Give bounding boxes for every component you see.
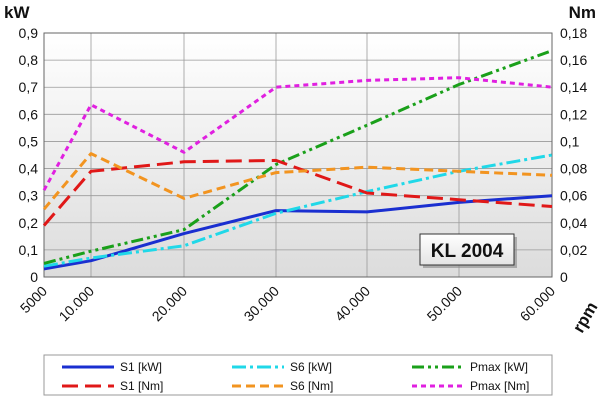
left-axis-unit: kW <box>4 3 30 22</box>
series-line <box>42 158 553 227</box>
legend-label: Pmax [Nm] <box>470 379 529 393</box>
x-tick-label: 5000 <box>17 283 50 316</box>
x-tick-label: 40.000 <box>332 283 374 325</box>
right-tick-label: 0,1 <box>560 133 580 149</box>
x-tick-label: 10.000 <box>56 283 98 325</box>
legend-label: S6 [Nm] <box>290 379 333 393</box>
right-tick-label: 0,06 <box>560 188 587 204</box>
right-tick-label: 0 <box>560 269 568 285</box>
left-tick-label: 0,2 <box>19 215 39 231</box>
x-tick-label: 50.000 <box>424 283 466 325</box>
x-tick-label: 20.000 <box>149 283 191 325</box>
right-tick-label: 0,16 <box>560 52 587 68</box>
right-tick-label: 0,12 <box>560 106 587 122</box>
x-axis-unit: rpm <box>569 299 600 336</box>
right-tick-label: 0,08 <box>560 161 587 177</box>
left-tick-label: 0,7 <box>19 79 39 95</box>
plot-frame <box>43 32 553 278</box>
series-line <box>43 49 553 265</box>
annotation-label: KL 2004 <box>431 241 504 262</box>
left-tick-label: 0 <box>30 269 38 285</box>
legend-label: S1 [Nm] <box>120 379 163 393</box>
legend-label: Pmax [kW] <box>470 360 528 374</box>
right-tick-labels: 0 0,02 0,04 0,06 0,08 0,1 0,12 0,14 0,16 0,18 <box>560 25 587 285</box>
left-tick-label: 0,8 <box>19 52 39 68</box>
right-axis-unit: Nm <box>569 3 596 22</box>
right-tick-label: 0,14 <box>560 79 587 95</box>
left-tick-label: 0,6 <box>19 106 39 122</box>
series-line <box>42 76 553 191</box>
left-tick-label: 0,5 <box>19 133 39 149</box>
left-tick-label: 0,3 <box>19 188 39 204</box>
series-lines <box>42 49 553 271</box>
legend-label: S6 [kW] <box>290 360 332 374</box>
series-line <box>42 152 553 211</box>
series-line <box>43 194 553 271</box>
left-tick-labels: 0 0,1 0,2 0,3 0,4 0,5 0,6 0,7 0,8 0,9 <box>19 25 39 285</box>
left-tick-label: 0,4 <box>19 161 39 177</box>
right-tick-label: 0,18 <box>560 25 587 41</box>
legend-label: S1 [kW] <box>120 360 162 374</box>
x-tick-label: 30.000 <box>241 283 283 325</box>
left-tick-label: 0,1 <box>19 242 39 258</box>
annotation-box: KL 2004 <box>419 233 517 268</box>
right-tick-label: 0,02 <box>560 242 587 258</box>
x-tick-label: 60.000 <box>517 283 559 325</box>
x-tick-labels: 5000 10.000 20.000 30.000 40.000 50.000 60.000 <box>17 283 558 325</box>
left-tick-label: 0,9 <box>19 25 39 41</box>
legend: S1 [kW] S6 [kW] Pmax [kW] S1 [Nm] S6 [Nm] Pma… <box>43 354 553 396</box>
right-tick-label: 0,04 <box>560 215 587 231</box>
